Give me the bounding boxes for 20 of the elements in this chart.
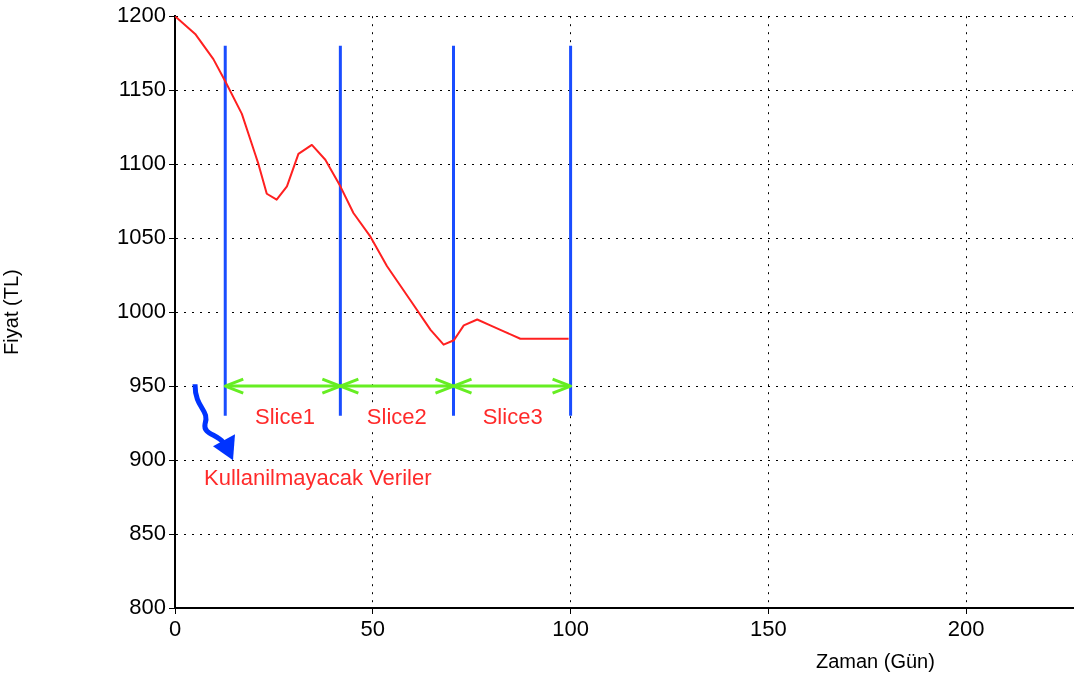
x-axis-title: Zaman (Gün) [815,649,935,672]
annotation: Slice1 [255,404,315,430]
y-tick-label: 1150 [118,76,166,102]
y-tick-label: 1100 [118,150,166,176]
y-tick-label: 950 [129,372,166,398]
x-tick-label: 100 [552,616,589,642]
annotation: Slice2 [366,404,427,430]
annotation: Slice3 [482,404,543,430]
x-tick-label: 0 [168,616,182,642]
y-tick-label: 900 [129,446,166,472]
y-tick-label: 1000 [117,298,166,324]
x-tick-label: 150 [750,616,787,642]
x-tick-label: 200 [947,616,985,642]
y-tick-label: 800 [129,594,166,620]
y-tick-label: 850 [129,520,166,546]
y-axis-title: Fiyat (TL) [0,269,22,355]
y-tick-label: 1050 [117,224,166,250]
x-tick-label: 50 [360,616,386,642]
annotation: Kullanilmayacak Veriler [204,465,432,491]
y-tick-label: 1200 [117,2,166,28]
